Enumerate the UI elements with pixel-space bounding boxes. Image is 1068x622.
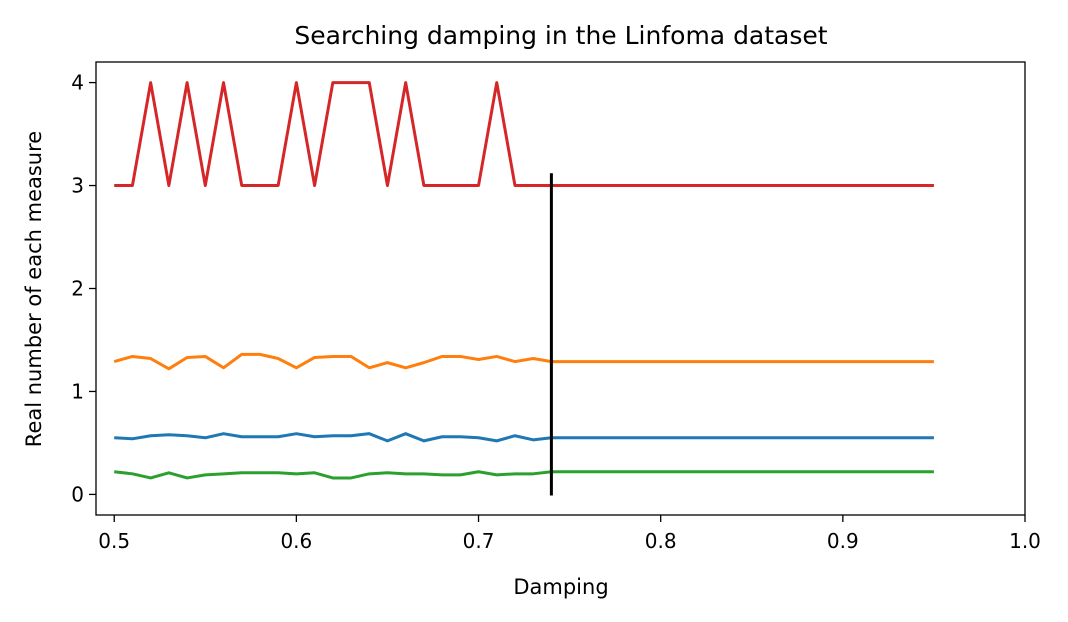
y-axis: 0 1 2 3 4 <box>71 71 96 506</box>
x-axis-label: Damping <box>513 575 608 599</box>
x-tick-label: 0.8 <box>645 529 677 553</box>
y-axis-label: Real number of each measure <box>22 131 46 447</box>
series-line-4 <box>114 81 934 188</box>
series-layer <box>113 81 934 480</box>
y-tick-label: 4 <box>71 71 84 95</box>
axes-frame <box>95 61 1026 516</box>
x-axis: 0.5 0.6 0.7 0.8 0.9 1.0 <box>98 515 1041 553</box>
y-tick-label: 3 <box>71 174 84 198</box>
y-tick-label: 0 <box>71 482 84 506</box>
plot-area <box>95 61 1026 516</box>
x-tick-label: 0.7 <box>463 529 495 553</box>
y-tick-label: 2 <box>71 277 84 301</box>
x-tick-label: 0.9 <box>827 529 859 553</box>
series-line-2 <box>113 352 934 371</box>
x-tick-label: 0.5 <box>98 529 130 553</box>
x-tick-label: 1.0 <box>1009 529 1041 553</box>
series-line-1 <box>114 432 934 443</box>
chart-title: Searching damping in the Linfoma dataset <box>294 21 827 50</box>
y-tick-label: 1 <box>71 379 84 403</box>
series-line-3 <box>114 470 934 480</box>
x-tick-label: 0.6 <box>280 529 312 553</box>
